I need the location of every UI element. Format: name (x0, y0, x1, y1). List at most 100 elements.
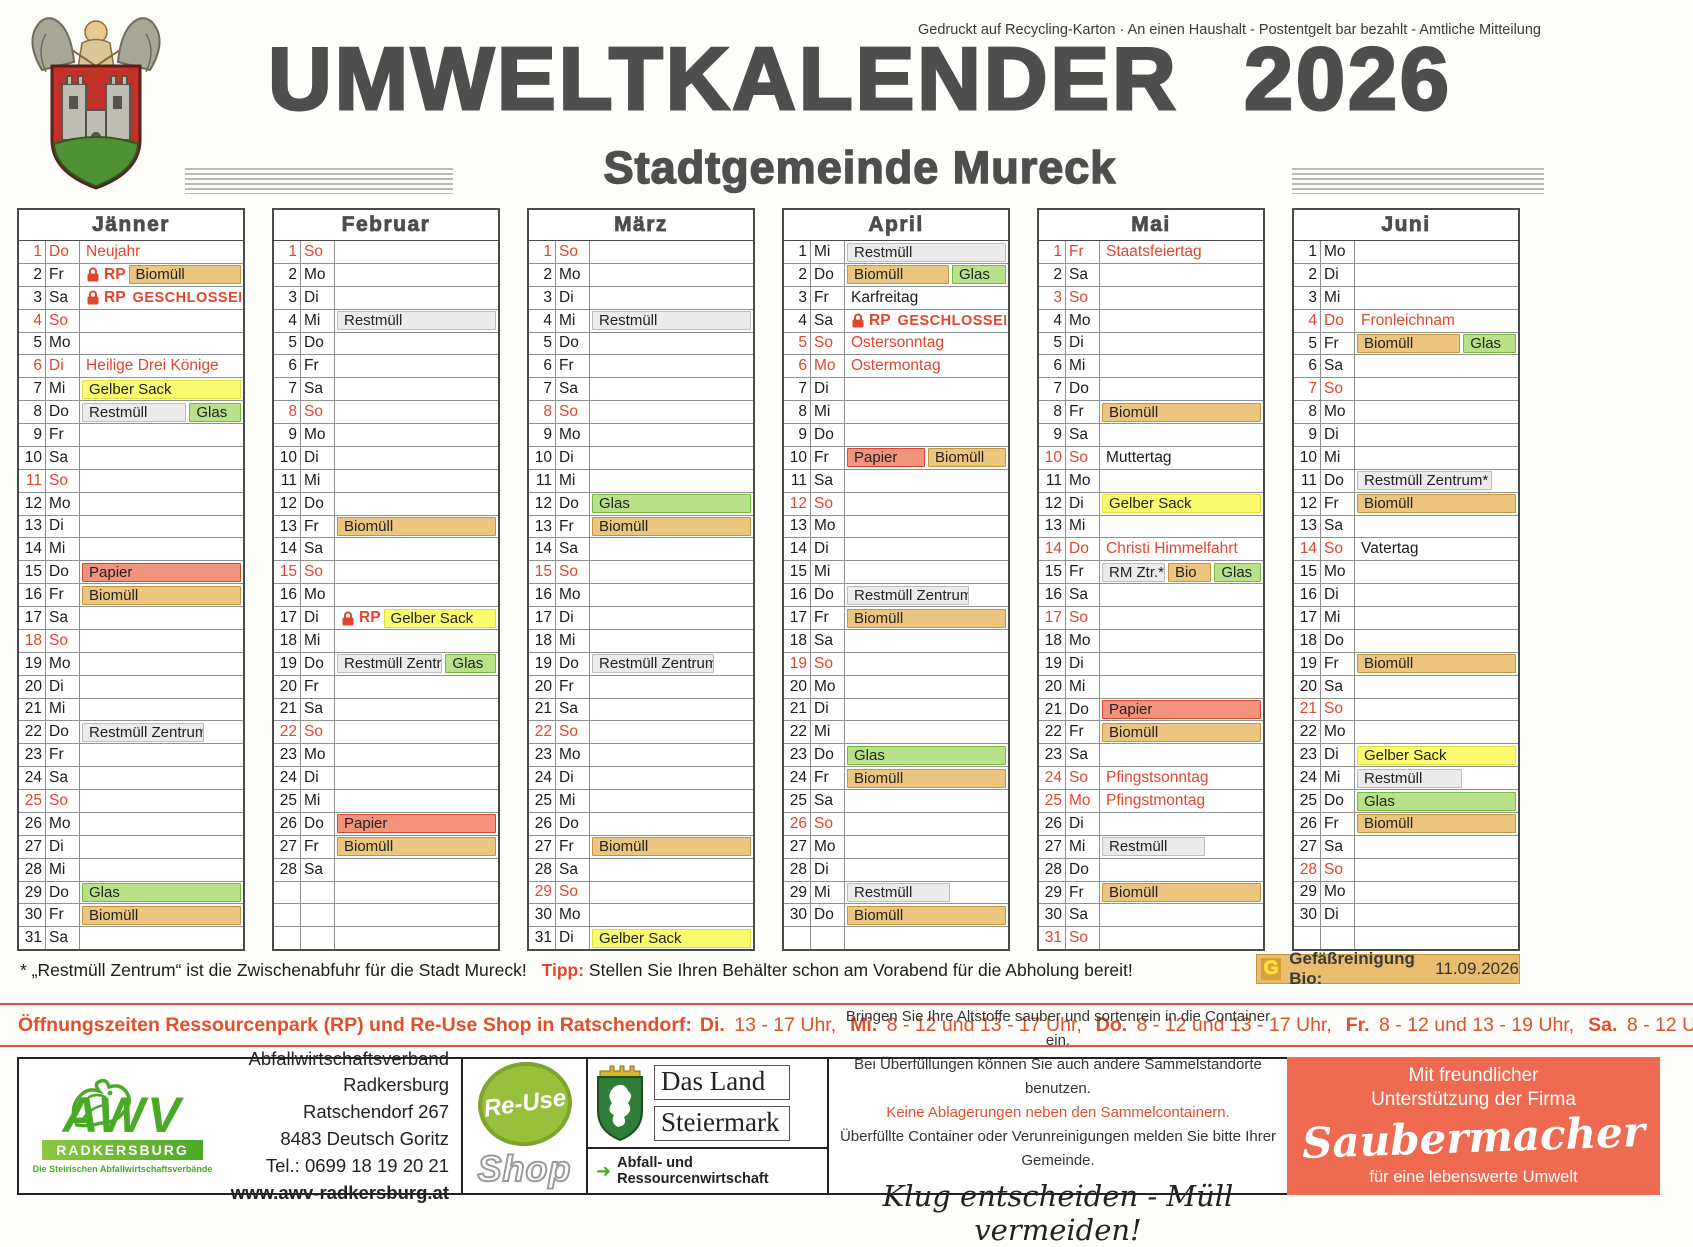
day-weekday: Do (811, 263, 845, 286)
day-weekday: Sa (46, 446, 80, 469)
day-content (590, 607, 753, 629)
day-number: 6 (784, 355, 811, 378)
day-weekday: Di (811, 538, 845, 561)
waste-bar-glas: Glas (82, 883, 241, 902)
calendar-day-row: 22 So (529, 721, 753, 745)
waste-bar-rest: Restmüll (1102, 837, 1206, 857)
day-number: 16 (19, 584, 46, 607)
day-number: 26 (1294, 812, 1321, 835)
day-content: Muttertag (1100, 447, 1263, 469)
day-content (1355, 859, 1518, 881)
day-number: 26 (1039, 812, 1066, 835)
day-content (1100, 584, 1263, 606)
day-number: 30 (1039, 904, 1066, 927)
day-content (335, 241, 498, 263)
day-content (590, 401, 753, 423)
calendar-day-row: 18 Mi (529, 629, 753, 653)
day-weekday: So (1066, 767, 1100, 789)
day-weekday: Mi (301, 790, 335, 812)
day-weekday: Mi (1066, 675, 1100, 698)
day-number: 19 (529, 652, 556, 675)
calendar-day-row: 29 Fr Biomüll (1039, 881, 1263, 905)
day-weekday: Sa (811, 309, 845, 332)
awv-address: Abfallwirtschaftsverband Radkersburg Rats… (220, 1046, 455, 1207)
waste-bar-rest: Restmüll (847, 242, 1006, 262)
waste-bar-rest: Restmüll Zentrum* (1357, 471, 1492, 491)
day-content: RP GESCHLOSSEN (845, 310, 1008, 332)
day-weekday: Do (811, 584, 845, 607)
waste-bar-rest: Restmüll (847, 883, 951, 902)
calendar-day-row: 5 Do (529, 332, 753, 356)
day-weekday: So (556, 561, 590, 584)
calendar-day-row: 3 So (1039, 286, 1263, 310)
calendar-day-row: 30 Sa (1039, 904, 1263, 928)
day-number: 18 (529, 629, 556, 652)
day-event-label: Vatertag (1361, 540, 1419, 558)
day-weekday: Di (1321, 744, 1355, 767)
rp-lock-icon (87, 267, 99, 282)
day-number: 3 (784, 286, 811, 309)
day-number: 14 (1039, 538, 1066, 561)
day-number: 11 (784, 469, 811, 492)
day-weekday: Fr (1321, 332, 1355, 355)
day-weekday: So (1066, 927, 1100, 950)
calendar-day-row: 21 Sa (274, 698, 498, 722)
calendar-day-row: 17 Fr Biomüll (784, 607, 1008, 630)
day-content (1100, 813, 1263, 835)
day-weekday: Fr (1321, 652, 1355, 675)
day-weekday: Mo (811, 515, 845, 538)
calendar-day-row: 19 So (784, 652, 1008, 676)
wing-left-icon (31, 17, 76, 72)
calendar-day-row: 18 Mo (1039, 629, 1263, 653)
day-weekday: Do (46, 241, 80, 263)
day-number: 21 (1294, 698, 1321, 721)
day-number: 4 (529, 309, 556, 332)
waste-bar-bio: Biomüll (847, 768, 1006, 788)
day-weekday: Sa (301, 858, 335, 881)
calendar-day-row: 26 Do Papier (274, 812, 498, 836)
gefaessreinigung-date: 11.09.2026 (1435, 959, 1519, 978)
day-weekday: Sa (1321, 355, 1355, 378)
calendar-day-row: 19 Do Restmüll Zentrum* (529, 652, 753, 676)
day-weekday (1321, 927, 1355, 950)
day-content (80, 744, 243, 766)
day-content (590, 882, 753, 904)
day-weekday: Fr (811, 607, 845, 629)
day-number (274, 927, 301, 950)
day-content (590, 447, 753, 469)
day-weekday: Mi (301, 629, 335, 652)
day-weekday: Sa (1321, 835, 1355, 858)
day-weekday: Di (556, 286, 590, 309)
day-number (274, 904, 301, 927)
sauber-line1: Mit freundlicher (1408, 1065, 1539, 1087)
day-content (80, 447, 243, 469)
day-content (335, 378, 498, 400)
day-content (335, 264, 498, 286)
day-number: 16 (784, 584, 811, 607)
day-weekday: Mo (811, 355, 845, 378)
day-content (590, 378, 753, 400)
day-weekday: Di (1321, 263, 1355, 286)
day-weekday: Fr (1321, 492, 1355, 515)
waste-bar-gelb: Gelber Sack (383, 608, 496, 628)
day-weekday: Mo (301, 744, 335, 767)
day-weekday: Di (556, 767, 590, 789)
calendar-day-row: 16 Do Restmüll Zentrum* (784, 584, 1008, 607)
day-weekday: Sa (556, 538, 590, 561)
day-weekday: So (301, 721, 335, 744)
rp-indicator: RP (337, 609, 381, 627)
day-number: 20 (529, 675, 556, 698)
day-content (80, 836, 243, 858)
day-content (1100, 904, 1263, 926)
day-weekday: Mi (46, 698, 80, 721)
day-content: Papier Biomüll (845, 447, 1008, 469)
awv-box: AWV RADKERSBURG Die Steirischen Abfallwi… (17, 1048, 463, 1203)
day-content (1355, 264, 1518, 286)
day-content (335, 355, 498, 377)
day-number: 14 (1294, 538, 1321, 561)
day-number: 23 (784, 744, 811, 767)
day-number: 10 (529, 446, 556, 469)
day-number: 24 (784, 767, 811, 790)
calendar-day-row: 16 Sa (1039, 584, 1263, 607)
day-content (590, 264, 753, 286)
